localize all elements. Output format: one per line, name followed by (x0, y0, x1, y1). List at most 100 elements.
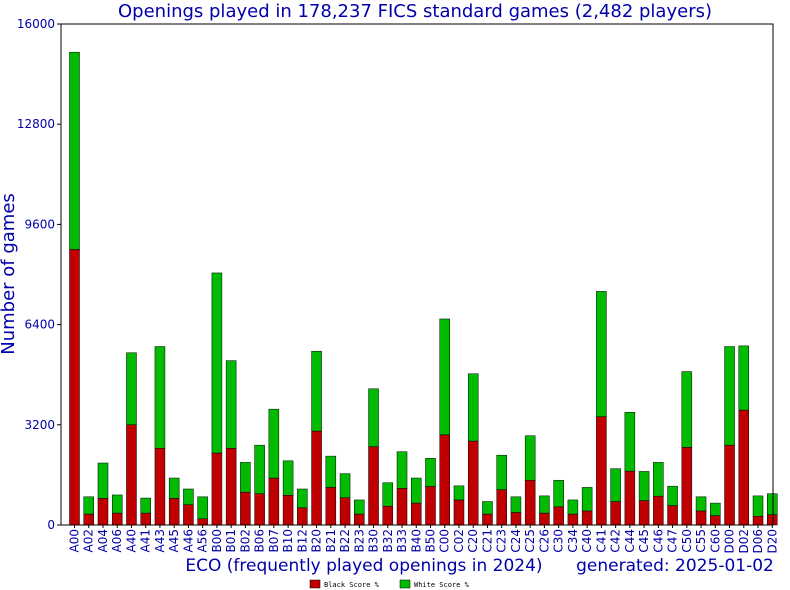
x-tick-label: B02 (238, 529, 252, 553)
bar-white-b32 (382, 482, 394, 507)
x-tick-label: B30 (367, 529, 381, 553)
bar-white-c40 (581, 487, 593, 512)
bar-black-b22 (339, 497, 351, 526)
bar-black-a41 (140, 512, 151, 526)
y-tick-label: 0 (47, 518, 55, 532)
bar-white-c55 (695, 496, 707, 512)
bar-white-b33 (396, 451, 408, 489)
bar-black-c40 (581, 510, 593, 526)
bar-white-a45 (168, 477, 180, 499)
bar-white-b21 (325, 455, 337, 488)
bar-black-b21 (325, 487, 337, 526)
bar-black-b23 (354, 513, 365, 526)
x-tick-label: C26 (537, 529, 551, 553)
bar-black-c21 (482, 513, 493, 526)
y-tick-label: 6400 (24, 318, 55, 332)
x-tick-label: B40 (409, 529, 423, 553)
generated-date: generated: 2025-01-02 (576, 556, 774, 576)
x-tick-label: B32 (381, 529, 395, 553)
x-tick-label: B10 (281, 529, 295, 553)
bar-black-a56 (197, 518, 208, 526)
bar-black-c50 (681, 447, 693, 526)
bar-white-a40 (126, 352, 137, 426)
x-tick-label: A43 (153, 529, 167, 552)
bar-white-d00 (724, 346, 735, 446)
x-tick-label: C23 (495, 529, 509, 553)
bar-black-c02 (453, 499, 465, 526)
x-tick-label: D02 (737, 529, 751, 554)
legend-label-black: Black Score % (324, 581, 380, 589)
bar-white-c26 (539, 495, 550, 514)
x-tick-label: C40 (580, 529, 594, 553)
x-tick-label: C46 (651, 529, 665, 553)
bar-white-b10 (282, 460, 294, 496)
bar-white-a00 (69, 51, 80, 250)
bar-black-c42 (610, 501, 621, 526)
bar-black-a06 (111, 512, 123, 526)
bar-white-b20 (311, 350, 322, 432)
x-tick-label: D20 (765, 529, 779, 554)
bar-black-b12 (297, 507, 308, 526)
bar-white-d20 (767, 493, 778, 515)
plot-frame (60, 23, 774, 526)
y-tick-label: 12800 (17, 117, 55, 131)
bar-black-c26 (539, 512, 550, 526)
bar-white-a43 (154, 346, 166, 449)
bar-white-a02 (83, 496, 94, 515)
x-tick-label: D00 (723, 529, 737, 554)
bar-white-c60 (710, 502, 721, 516)
bar-black-c30 (553, 506, 564, 526)
x-tick-label: A41 (139, 529, 153, 552)
legend-label-white: White Score % (414, 581, 470, 589)
bar-white-d06 (752, 495, 764, 517)
bar-black-c60 (710, 515, 721, 526)
bar-white-a41 (140, 497, 151, 514)
x-tick-label: C34 (566, 529, 580, 553)
bar-black-c46 (653, 495, 664, 526)
x-tick-label: C45 (637, 529, 651, 553)
x-tick-label: B00 (210, 529, 224, 553)
x-tick-label: C47 (666, 529, 680, 553)
bar-black-c41 (596, 416, 607, 526)
x-tick-label: B12 (295, 529, 309, 553)
x-tick-label: C44 (623, 529, 637, 553)
y-axis-ticks: 0 3200 6400 9600 12800 16000 (17, 17, 61, 532)
bar-black-c23 (496, 489, 507, 526)
y-axis-label: Number of games (0, 193, 19, 355)
bar-white-c02 (453, 485, 465, 501)
bar-white-d02 (738, 345, 750, 411)
bar-white-c30 (553, 479, 564, 508)
x-tick-label: A00 (68, 529, 82, 552)
x-tick-label: C41 (594, 529, 608, 553)
bar-black-a45 (168, 498, 180, 526)
bar-black-c55 (695, 510, 707, 526)
x-tick-label: B01 (224, 529, 238, 553)
bar-white-c34 (567, 499, 579, 515)
bar-white-c23 (496, 454, 507, 490)
bar-black-c47 (667, 505, 678, 526)
bar-white-b06 (254, 444, 265, 494)
bar-white-b50 (425, 458, 436, 487)
x-tick-label: B23 (352, 529, 366, 553)
x-axis-ticks: A00 A02 A04 A06 A40 A41 A43 A45 A46 A56 B00 B01 B02 B… (68, 525, 779, 554)
y-tick-label: 16000 (17, 17, 55, 31)
bar-black-c00 (439, 434, 450, 526)
bar-white-a04 (97, 462, 109, 499)
bar-white-c45 (638, 471, 650, 501)
bar-white-a06 (111, 494, 123, 514)
x-tick-label: C42 (609, 529, 623, 553)
x-tick-label: C20 (466, 529, 480, 553)
bar-white-b02 (240, 462, 251, 493)
x-tick-label: A45 (167, 529, 181, 552)
chart-title: Openings played in 178,237 FICS standard… (118, 1, 712, 22)
bar-black-a04 (97, 498, 109, 526)
bar-white-c47 (667, 485, 678, 506)
x-tick-label: B33 (395, 529, 409, 553)
x-tick-label: A06 (110, 529, 124, 552)
x-tick-label: C00 (438, 529, 452, 553)
x-tick-label: C55 (694, 529, 708, 553)
x-tick-label: A56 (196, 529, 210, 552)
bar-black-b00 (211, 452, 223, 526)
bar-black-b20 (311, 430, 322, 526)
